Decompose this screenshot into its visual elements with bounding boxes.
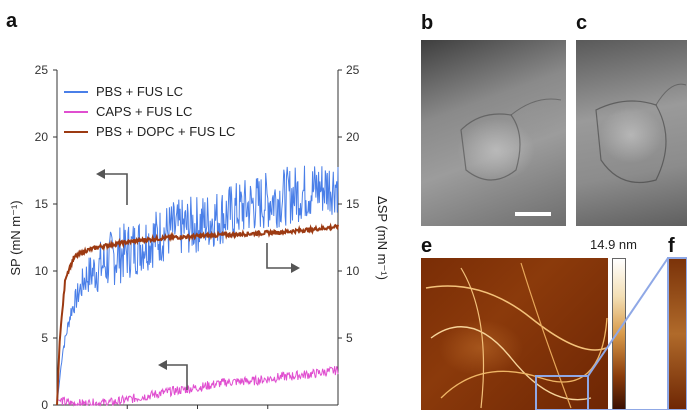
- series-line: [56, 222, 339, 406]
- left-tick-label: 15: [35, 197, 49, 211]
- chart-series-group: [56, 165, 339, 407]
- left-tick-label: 0: [41, 398, 48, 410]
- left-tick-label: 5: [41, 331, 48, 345]
- legend-label: PBS + DOPC + FUS LC: [96, 124, 235, 139]
- chart-legend: PBS + FUS LC CAPS + FUS LC PBS + DOPC + FU…: [64, 84, 235, 139]
- right-tick-label: 5: [346, 331, 353, 345]
- afm-image-f: [668, 258, 687, 410]
- axis-arrow: [166, 364, 188, 390]
- left-tick-label: 25: [35, 63, 49, 77]
- right-tick-label: 20: [346, 130, 360, 144]
- axis-arrowhead: [96, 169, 105, 179]
- colorbar-label: 14.9 nm: [590, 237, 637, 252]
- chart-axes: 0 5 10 15 20 25 5 10 15 20 25: [35, 63, 360, 410]
- axis-arrow: [266, 243, 292, 269]
- legend-label: PBS + FUS LC: [96, 84, 183, 99]
- panel-letter-a: a: [6, 10, 18, 32]
- series-line: [56, 366, 339, 407]
- series-line: [56, 165, 339, 406]
- axis-arrow: [104, 173, 128, 205]
- afm-image-e: [421, 258, 608, 410]
- right-tick-label: 10: [346, 264, 360, 278]
- axis-arrowhead: [291, 263, 300, 273]
- panel-letter-f: f: [668, 235, 675, 257]
- right-tick-label: 15: [346, 197, 360, 211]
- y2-axis-label: ΔSP (mN m⁻¹): [375, 196, 390, 280]
- surface-pressure-chart: 0 5 10 15 20 25 5 10 15 20 25 PBS + FUS LC CAPS + F…: [8, 63, 390, 410]
- right-tick-label: 25: [346, 63, 360, 77]
- panel-letter-b: b: [421, 12, 434, 34]
- micrograph-b: [421, 40, 566, 226]
- legend-label: CAPS + FUS LC: [96, 104, 192, 119]
- axis-indicator-arrows: [96, 169, 300, 390]
- scale-bar: [515, 212, 551, 216]
- panel-letter-c: c: [576, 12, 588, 34]
- y-axis-label: SP (mN m⁻¹): [8, 200, 23, 275]
- micrograph-c: [576, 40, 687, 226]
- left-tick-label: 20: [35, 130, 49, 144]
- panel-letter-e: e: [421, 235, 433, 257]
- left-tick-label: 10: [35, 264, 49, 278]
- axis-arrowhead: [158, 360, 167, 370]
- zoom-box: [535, 375, 589, 410]
